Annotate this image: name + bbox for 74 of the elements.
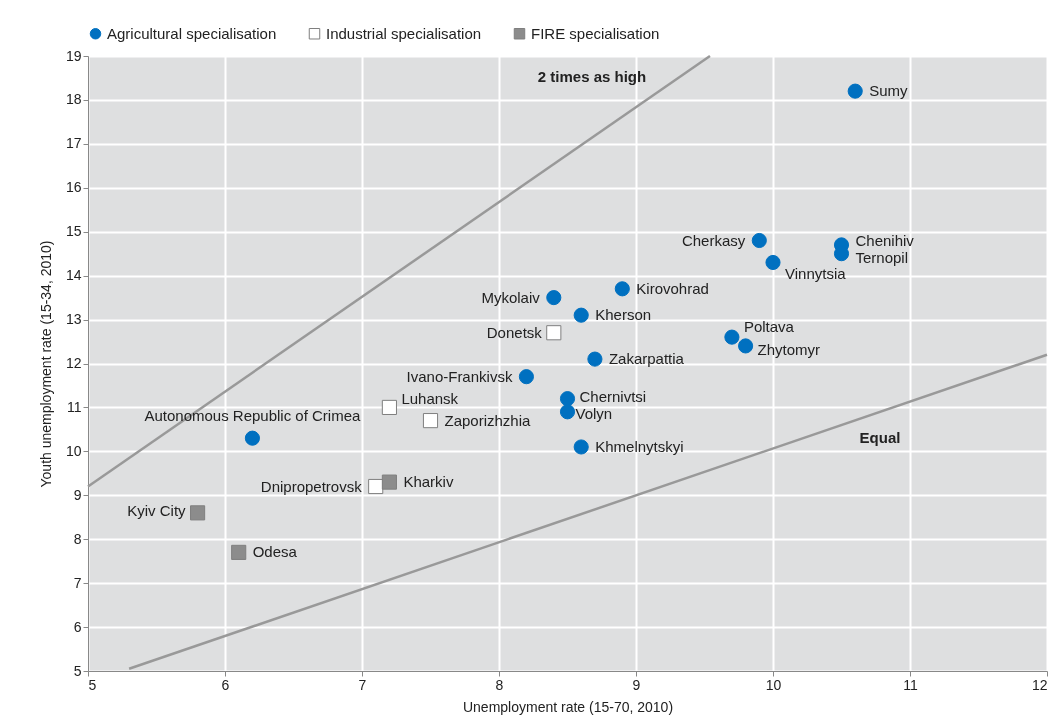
y-tick-label: 15 <box>65 223 82 240</box>
point <box>559 391 576 407</box>
y-tick-label: 9 <box>73 486 82 503</box>
point <box>381 399 397 415</box>
point <box>573 307 589 323</box>
y-tick-label: 14 <box>65 267 82 284</box>
y-tick-label: 5 <box>73 662 82 679</box>
point <box>381 474 397 490</box>
legend-label: Agricultural specialisation <box>107 24 277 42</box>
y-tick-label: 17 <box>65 135 82 152</box>
x-tick-label: 8 <box>495 676 504 693</box>
annotation: Zaporizhzhia <box>444 411 532 429</box>
annotation: 2 times as high <box>537 68 647 85</box>
annotation: Kirovohrad <box>636 279 709 297</box>
point <box>368 478 384 495</box>
annotation: Kyiv City <box>127 501 187 519</box>
point <box>546 290 562 306</box>
y-tick-label: 18 <box>65 91 82 108</box>
annotation: Poltava <box>743 318 795 336</box>
x-tick-label: 10 <box>765 676 782 693</box>
legend-label: FIRE specialisation <box>531 24 660 42</box>
annotation: Odesa <box>252 543 298 561</box>
y-axis-title: Youth unemployment rate (15-34, 2010) <box>37 240 54 488</box>
point <box>422 413 439 429</box>
y-tick-label: 13 <box>65 311 82 328</box>
legend-label: Industrial specialisation <box>326 24 482 42</box>
annotation: Chernivtsi <box>579 387 647 405</box>
annotation: Cherkasy <box>681 231 746 249</box>
x-tick-label: 6 <box>221 676 230 693</box>
annotation: Dnipropetrovsk <box>260 477 363 495</box>
annotation: Khmelnytskyi <box>595 437 684 455</box>
annotation: Kharkiv <box>403 473 454 491</box>
point <box>559 404 576 420</box>
x-tick-label: 12 <box>1031 676 1048 693</box>
y-tick-label: 6 <box>73 618 82 635</box>
point <box>614 281 630 297</box>
x-tick-label: 9 <box>632 676 641 693</box>
y-tick-label: 19 <box>65 47 82 64</box>
y-tick-label: 11 <box>66 398 82 415</box>
point <box>231 544 247 560</box>
point <box>518 369 534 385</box>
point <box>751 232 767 249</box>
annotation: Ternopil <box>855 248 909 266</box>
annotation: Equal <box>859 429 901 446</box>
annotation: Kherson <box>595 306 652 324</box>
annotation: Sumy <box>869 82 909 100</box>
y-tick-label: 12 <box>65 355 82 371</box>
point <box>190 505 206 521</box>
annotation: Chenihiv <box>855 231 915 249</box>
point <box>847 83 863 99</box>
annotation: Donetsk <box>486 323 543 341</box>
annotation: Vinnytsia <box>785 265 847 283</box>
x-tick-label: 5 <box>88 676 97 693</box>
y-tick-label: 8 <box>73 530 82 547</box>
y-tick-label: 7 <box>73 574 82 591</box>
x-axis-title: Unemployment rate (15-70, 2010) <box>462 698 674 715</box>
point <box>765 254 781 271</box>
point <box>546 325 562 341</box>
annotation: Autonomous Republic of Crimea <box>144 407 362 425</box>
annotation: Zhytomyr <box>757 340 821 358</box>
annotation: Zakarpattia <box>608 350 685 368</box>
x-tick-label: 7 <box>358 676 367 693</box>
y-tick-label: 16 <box>65 179 82 196</box>
y-tick-label: 10 <box>65 442 82 459</box>
point <box>587 351 603 367</box>
annotation: Luhansk <box>401 390 459 408</box>
annotation: Volyn <box>575 404 613 422</box>
point <box>244 430 260 446</box>
point <box>724 329 740 345</box>
annotation: Mykolaiv <box>481 288 541 306</box>
point <box>738 338 754 354</box>
annotation: Ivano-Frankivsk <box>406 367 513 385</box>
point <box>573 439 589 455</box>
x-tick-label: 11 <box>903 676 918 693</box>
